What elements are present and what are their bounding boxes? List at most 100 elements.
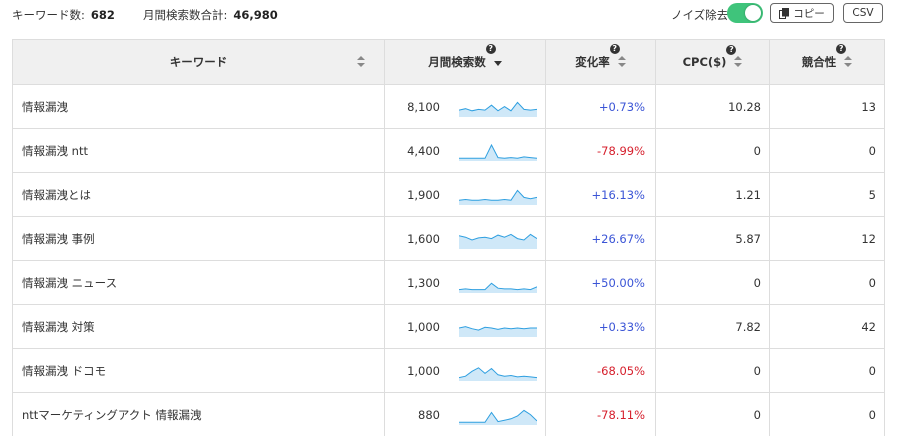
trend-sparkline (459, 409, 537, 425)
help-icon[interactable]: ? (836, 44, 847, 54)
column-header-volume[interactable]: 月間検索数? (385, 40, 546, 84)
keyword-cell[interactable]: 情報漏洩とは (13, 173, 385, 216)
change-value: +26.67% (591, 231, 646, 246)
sort-icon[interactable] (734, 56, 743, 68)
keyword-cell[interactable]: 情報漏洩 (13, 85, 385, 128)
sparkline-line (459, 282, 537, 291)
volume-cell: 1,300 (385, 261, 546, 304)
table-row[interactable]: 情報漏洩 ニュース 1,300 +50.00% 0 0 (13, 261, 884, 305)
toggle-knob (745, 5, 761, 21)
keyword-cell[interactable]: 情報漏洩 ntt (13, 129, 385, 172)
change-value: -78.99% (597, 143, 645, 158)
keyword-cell[interactable]: 情報漏洩 ニュース (13, 261, 385, 304)
column-header-change[interactable]: 変化率? (546, 40, 656, 84)
keyword-cell[interactable]: nttマーケティングアクト 情報漏洩 (13, 393, 385, 436)
table-row[interactable]: 情報漏洩 事例 1,600 +26.67% 5.87 12 (13, 217, 884, 261)
table-row[interactable]: 情報漏洩 ドコモ 1,000 -68.05% 0 0 (13, 349, 884, 393)
cpc-cell: 5.87 (656, 217, 770, 260)
sort-desc-icon[interactable] (493, 61, 502, 66)
noise-filter-toggle[interactable] (727, 3, 763, 23)
column-label-competition: 競合性 (801, 55, 837, 69)
volume-cell: 1,900 (385, 173, 546, 216)
trend-sparkline (459, 143, 537, 161)
competition-cell: 42 (770, 305, 884, 348)
cpc-cell: 0 (656, 129, 770, 172)
sparkline-line (459, 367, 537, 379)
help-icon[interactable]: ? (609, 44, 620, 54)
competition-cell: 0 (770, 129, 884, 172)
volume-cell: 1,000 (385, 349, 546, 392)
copy-button[interactable]: コピー (770, 3, 834, 23)
change-value: +50.00% (591, 275, 646, 290)
volume-total-label: 月間検索数合計: (143, 8, 228, 22)
competition-cell: 0 (770, 349, 884, 392)
trend-sparkline (459, 233, 537, 249)
cpc-cell: 10.28 (656, 85, 770, 128)
competition-value: 0 (868, 275, 876, 290)
column-header-cpc[interactable]: CPC($)? (656, 40, 770, 84)
competition-value: 13 (861, 99, 876, 114)
table-row[interactable]: 情報漏洩 対策 1,000 +0.33% 7.82 42 (13, 305, 884, 349)
cpc-value: 10.28 (728, 99, 761, 114)
competition-value: 0 (868, 143, 876, 158)
help-icon[interactable]: ? (485, 44, 496, 54)
volume-value: 1,900 (407, 187, 440, 202)
cpc-value: 7.82 (735, 319, 761, 334)
cpc-value: 0 (753, 275, 761, 290)
volume-cell: 1,600 (385, 217, 546, 260)
change-cell: -78.99% (546, 129, 656, 172)
trend-sparkline (459, 101, 537, 117)
change-cell: +50.00% (546, 261, 656, 304)
trend-sparkline (459, 326, 537, 337)
competition-cell: 13 (770, 85, 884, 128)
competition-cell: 12 (770, 217, 884, 260)
sparkline-area (459, 326, 537, 337)
help-icon[interactable]: ? (726, 45, 737, 55)
volume-value: 1,000 (407, 319, 440, 334)
sparkline-area (459, 190, 537, 205)
competition-cell: 5 (770, 173, 884, 216)
volume-cell: 880 (385, 393, 546, 436)
volume-cell: 1,000 (385, 305, 546, 348)
cpc-value: 0 (753, 363, 761, 378)
sort-icon[interactable] (844, 56, 853, 68)
cpc-cell: 1.21 (656, 173, 770, 216)
sparkline-line (459, 101, 537, 112)
table-row[interactable]: nttマーケティングアクト 情報漏洩 880 -78.11% 0 0 (13, 393, 884, 436)
column-header-keyword[interactable]: キーワード (13, 40, 385, 84)
change-value: +0.73% (598, 99, 645, 114)
sparkline-line (459, 409, 537, 423)
keyword-cell[interactable]: 情報漏洩 対策 (13, 305, 385, 348)
column-label-cpc: CPC($) (682, 55, 727, 69)
sparkline-area (459, 234, 537, 249)
column-header-competition[interactable]: 競合性? (770, 40, 884, 84)
competition-value: 0 (868, 407, 876, 422)
volume-cell: 4,400 (385, 129, 546, 172)
table-header: キーワード 月間検索数? 変化率? CPC($)? 競合性? (13, 40, 884, 85)
competition-value: 5 (868, 187, 876, 202)
csv-label: CSV (852, 7, 874, 19)
cpc-value: 0 (753, 143, 761, 158)
copy-label: コピー (793, 7, 825, 20)
sort-icon[interactable] (357, 56, 365, 68)
keyword-table: キーワード 月間検索数? 変化率? CPC($)? 競合性? 情報漏洩 8,100… (12, 39, 885, 436)
sort-icon[interactable] (617, 56, 626, 68)
sparkline-line (459, 233, 537, 241)
table-row[interactable]: 情報漏洩 8,100 +0.73% 10.28 13 (13, 85, 884, 129)
change-value: -68.05% (597, 363, 645, 378)
column-label-volume: 月間検索数 (428, 55, 486, 69)
cpc-value: 5.87 (735, 231, 761, 246)
sparkline-line (459, 189, 537, 201)
table-row[interactable]: 情報漏洩とは 1,900 +16.13% 1.21 5 (13, 173, 884, 217)
cpc-cell: 7.82 (656, 305, 770, 348)
change-cell: +0.33% (546, 305, 656, 348)
cpc-cell: 0 (656, 261, 770, 304)
sparkline-line (459, 143, 537, 159)
volume-value: 4,400 (407, 143, 440, 158)
table-row[interactable]: 情報漏洩 ntt 4,400 -78.99% 0 0 (13, 129, 884, 173)
keyword-cell[interactable]: 情報漏洩 事例 (13, 217, 385, 260)
keyword-cell[interactable]: 情報漏洩 ドコモ (13, 349, 385, 392)
sparkline-area (459, 102, 537, 117)
volume-total-stat: 月間検索数合計: 46,980 (143, 7, 278, 23)
csv-button[interactable]: CSV (843, 3, 883, 23)
